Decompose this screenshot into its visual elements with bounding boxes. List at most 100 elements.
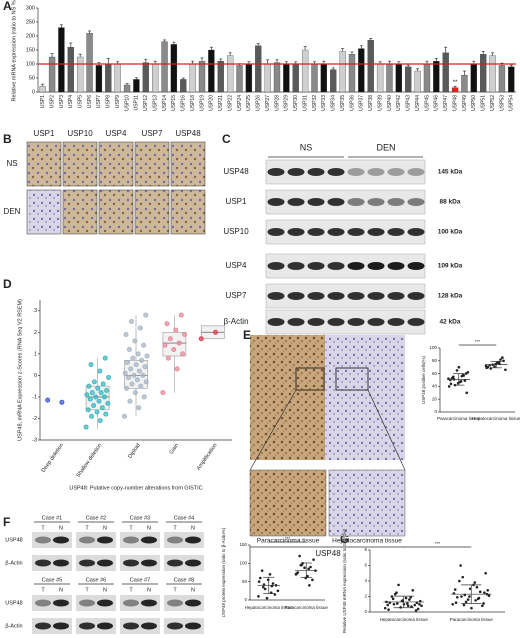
data-point [89,390,95,396]
x-tick-label: USP22 [227,95,233,111]
data-point [465,391,469,395]
data-point [89,413,95,419]
x-tick-label: USP53 [499,95,505,111]
label: T [173,525,177,531]
label: 1 [34,351,37,357]
blot-band [267,168,285,176]
blot-band [267,198,285,206]
data-point [484,571,487,575]
label: N [147,525,151,531]
blot-band [407,198,425,206]
data-point [395,602,399,605]
blot-band [367,198,385,206]
data-point [462,603,466,607]
blot-band [327,228,345,236]
blot-band [287,168,305,176]
bar [358,48,365,93]
bar [461,75,468,93]
data-point [391,597,395,601]
data-point [91,403,97,409]
data-point [271,582,275,585]
blot-band [387,198,405,206]
blot-band [185,559,201,567]
blot-band [407,318,425,326]
blot-band [167,536,183,544]
label: USP48 [223,167,249,176]
data-point [414,609,418,612]
bar [433,61,440,93]
label: A [3,0,12,13]
blot-strip [76,555,116,571]
data-point [459,564,462,567]
blot-strip [164,555,204,571]
label: 100 kDa [438,229,463,236]
blot-band [387,318,405,326]
label: Paracarcinoma tissue [437,416,481,421]
x-tick-label: USP35 [340,95,346,111]
x-tick-label: USP11 [134,95,140,111]
label: F [3,515,10,529]
data-point [178,312,184,318]
data-point [499,358,502,361]
data-point [263,587,267,591]
histology-zoom [328,469,406,537]
data-point [406,604,410,608]
data-point [450,376,454,380]
label: N [191,525,195,531]
data-point [410,605,413,608]
data-point [312,558,315,561]
label: N [147,587,151,593]
bar [273,62,281,93]
y-axis-label: USP48, mRNA Expression z-Scores (RNA Seq… [17,299,23,441]
data-point [300,563,303,567]
blot-strip [120,618,160,634]
x-tick-label: USP1 [40,95,46,108]
label: USP48 [175,129,201,138]
data-point [265,596,269,600]
blot-band [287,292,305,300]
blot-strip [164,595,204,611]
x-tick-label: USP50 [471,95,477,111]
label: Case #5 [42,577,63,583]
blot-band [35,622,51,630]
blot-strip [32,595,72,611]
ihc-image [134,189,170,235]
label: 100 [239,561,247,566]
x-tick-label: Shallow deletion [76,443,104,479]
data-point [128,366,134,372]
bar [77,56,84,93]
data-point [453,588,457,591]
data-point [85,407,91,413]
data-point [455,595,459,599]
bar [423,63,431,93]
label: Paracarcinoma tissue [450,617,494,622]
ihc-image [62,141,98,187]
data-point [127,398,133,404]
blot-band [141,536,157,544]
x-tick-label: USP16 [181,95,187,111]
y-axis-label: USP48 positive cells(%) [421,355,426,404]
bar [86,33,93,93]
data-point [306,574,309,578]
blot-band [167,599,183,607]
data-point [460,595,463,598]
bar [330,69,337,93]
blot-band [53,622,69,630]
data-point [94,409,100,415]
data-point [93,394,99,400]
bar [105,63,112,93]
x-tick-label: USP14 [162,95,168,111]
data-point [466,371,470,374]
x-tick-label: USP39 [377,95,383,111]
x-tick-label: USP34 [331,95,337,111]
data-point [449,382,453,386]
x-tick-label: USP52 [490,95,496,111]
data-point [314,569,317,572]
bar [264,63,271,93]
label: 4 [364,578,367,583]
blot-band [167,622,183,630]
bar [489,55,496,93]
blot-band [387,292,405,300]
data-point [457,365,461,369]
blot-band [97,536,113,544]
